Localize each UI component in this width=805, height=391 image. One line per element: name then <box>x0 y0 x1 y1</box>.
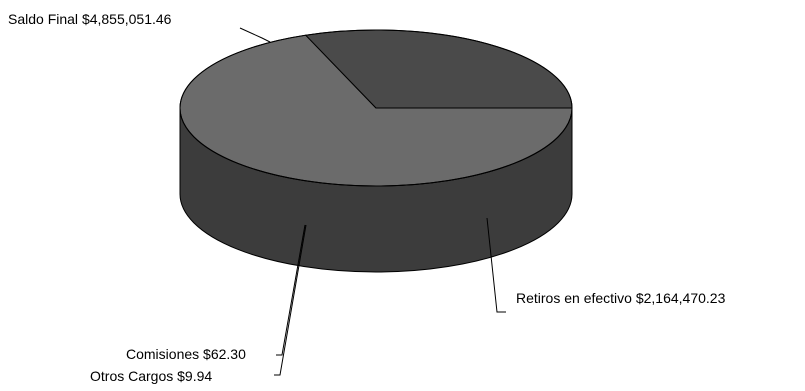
leader-lines <box>239 27 506 376</box>
leader-line-retiros-en-efectivo <box>486 217 506 313</box>
data-label-otros-cargos: Otros Cargos $9.94 <box>90 368 212 384</box>
leader-line-comisiones <box>276 224 306 356</box>
pie-layer <box>179 29 573 273</box>
leader-line-otros-cargos <box>274 224 307 376</box>
data-labels: Saldo Final $4,855,051.46 Retiros en efe… <box>8 11 726 384</box>
pie-top-rim <box>179 29 573 187</box>
data-label-saldo-final: Saldo Final $4,855,051.46 <box>8 11 172 27</box>
leader-line-saldo-final <box>239 27 271 43</box>
data-label-comisiones: Comisiones $62.30 <box>126 346 246 362</box>
data-label-retiros-en-efectivo: Retiros en efectivo $2,164,470.23 <box>516 290 726 306</box>
